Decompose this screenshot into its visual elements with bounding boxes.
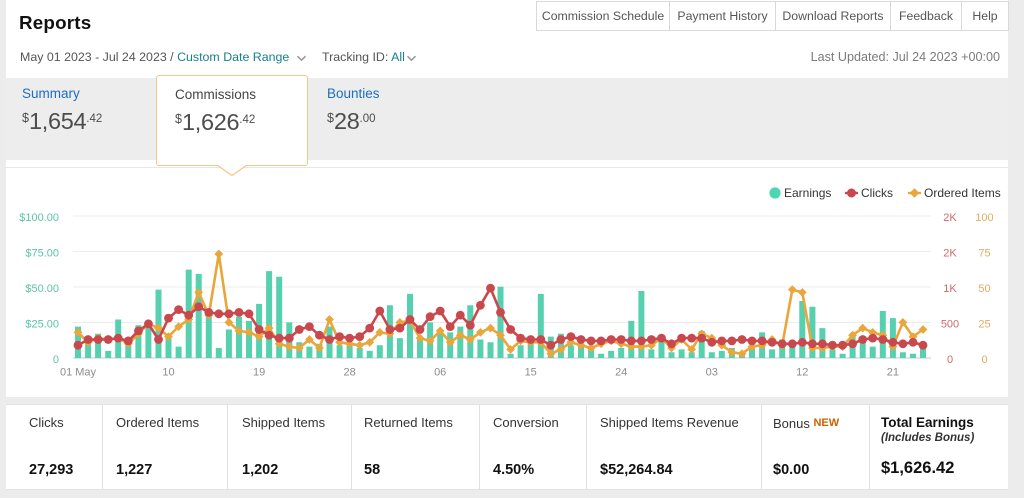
svg-text:10: 10 (162, 367, 174, 379)
svg-text:1K: 1K (943, 283, 957, 295)
svg-text:21: 21 (887, 367, 899, 379)
svg-text:$25.00: $25.00 (25, 318, 59, 330)
svg-text:100: 100 (975, 212, 993, 224)
svg-text:$100.00: $100.00 (19, 212, 59, 224)
svg-text:500: 500 (941, 318, 959, 330)
svg-text:0: 0 (981, 354, 987, 366)
svg-text:06: 06 (434, 367, 446, 379)
svg-text:$50.00: $50.00 (25, 283, 59, 295)
svg-text:50: 50 (978, 283, 990, 295)
svg-text:28: 28 (343, 367, 355, 379)
svg-text:Ordered Items: Ordered Items (924, 186, 1001, 200)
svg-text:25: 25 (978, 318, 990, 330)
svg-text:0: 0 (947, 354, 953, 366)
svg-text:Clicks: Clicks (861, 186, 893, 200)
svg-text:75: 75 (978, 247, 990, 259)
svg-text:2K: 2K (943, 212, 957, 224)
svg-text:15: 15 (525, 367, 537, 379)
svg-text:Earnings: Earnings (784, 186, 831, 200)
svg-text:24: 24 (615, 367, 627, 379)
svg-text:12: 12 (796, 367, 808, 379)
svg-text:19: 19 (253, 367, 265, 379)
svg-text:2K: 2K (943, 247, 957, 259)
svg-text:01 May: 01 May (60, 367, 97, 379)
svg-text:0: 0 (53, 354, 59, 366)
svg-text:03: 03 (706, 367, 718, 379)
svg-text:$75.00: $75.00 (25, 247, 59, 259)
